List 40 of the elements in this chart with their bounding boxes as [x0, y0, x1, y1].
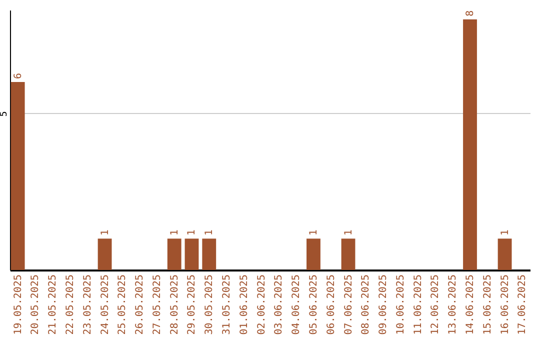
data-label: 1	[343, 230, 354, 236]
data-label: 1	[186, 230, 198, 236]
data-label: 1	[500, 230, 511, 236]
x-tick-label: 05.06.2025	[308, 274, 320, 335]
x-tick-label: 15.06.2025	[482, 274, 494, 335]
x-tick-label: 07.06.2025	[343, 274, 354, 335]
data-label: 6	[12, 73, 24, 80]
x-tick-label: 27.05.2025	[152, 274, 163, 335]
x-tick-label: 10.06.2025	[395, 274, 406, 335]
y-tick-label: 5	[0, 111, 10, 117]
x-tick-label: 20.05.2025	[30, 274, 42, 335]
x-tick-label: 24.05.2025	[100, 274, 111, 335]
x-tick-label: 08.06.2025	[360, 274, 372, 335]
x-tick-label: 02.06.2025	[256, 274, 268, 335]
x-tick-label: 26.05.2025	[134, 274, 146, 335]
x-tick-label: 17.06.2025	[517, 274, 528, 335]
x-tick-label: 31.05.2025	[222, 274, 233, 335]
x-tick-label: 22.05.2025	[65, 274, 76, 335]
x-tick-label: 19.05.2025	[12, 274, 24, 335]
data-label: 8	[465, 10, 476, 16]
x-tick-label: 21.05.2025	[48, 274, 59, 335]
x-tick-label: 04.06.2025	[291, 274, 302, 335]
x-tick-label: 23.05.2025	[82, 274, 94, 335]
x-tick-label: 13.06.2025	[448, 274, 459, 335]
x-tick-label: 01.06.2025	[238, 274, 250, 335]
x-tick-label: 03.06.2025	[274, 274, 285, 335]
x-tick-label: 30.05.2025	[204, 274, 216, 335]
x-tick-label: 28.05.2025	[169, 274, 180, 335]
data-label: 1	[169, 230, 180, 236]
x-tick-label: 25.05.2025	[117, 274, 128, 335]
x-tick-label: 16.06.2025	[500, 274, 511, 335]
x-tick-label: 09.06.2025	[378, 274, 390, 335]
x-tick-label: 12.06.2025	[430, 274, 442, 335]
x-tick-label: 06.06.2025	[326, 274, 337, 335]
data-label: 1	[204, 230, 216, 236]
x-tick-label: 11.06.2025	[412, 274, 424, 335]
x-tick-label: 14.06.2025	[465, 274, 476, 335]
data-label: 1	[100, 230, 111, 236]
data-label: 1	[308, 230, 320, 236]
x-tick-label: 29.05.2025	[186, 274, 198, 335]
